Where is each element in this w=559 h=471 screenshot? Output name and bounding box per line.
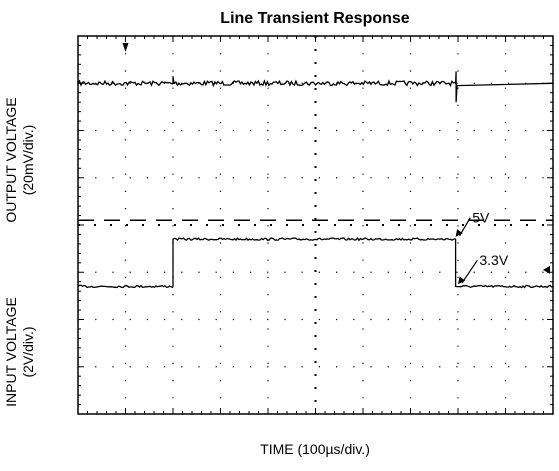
annotation-arrowhead-2 — [458, 276, 466, 285]
trigger-marker — [122, 43, 129, 52]
y-label-input-2: (2V/div.) — [20, 326, 36, 377]
annotation-label-1: 5V — [472, 210, 490, 226]
annotation-layer: 5V 3.3V — [455, 210, 509, 285]
series-layer — [77, 43, 554, 289]
chart-title: Line Transient Response — [220, 10, 409, 27]
annotation-arrowhead-1 — [455, 229, 463, 237]
x-axis-label: TIME (100µs/div.) — [260, 441, 370, 457]
tick-layer — [77, 35, 554, 415]
annotation-arrow-2 — [461, 259, 478, 284]
grid-layer — [78, 36, 553, 414]
series-trace-2 — [77, 237, 554, 289]
y-label-output-1: OUTPUT VOLTAGE — [3, 97, 19, 222]
annotation-label-2: 3.3V — [479, 252, 508, 268]
level-marker — [543, 265, 550, 274]
y-label-input-1: INPUT VOLTAGE — [3, 297, 19, 407]
series-trace-1 — [77, 71, 554, 103]
y-label-output-2: (20mV/div.) — [20, 125, 36, 196]
